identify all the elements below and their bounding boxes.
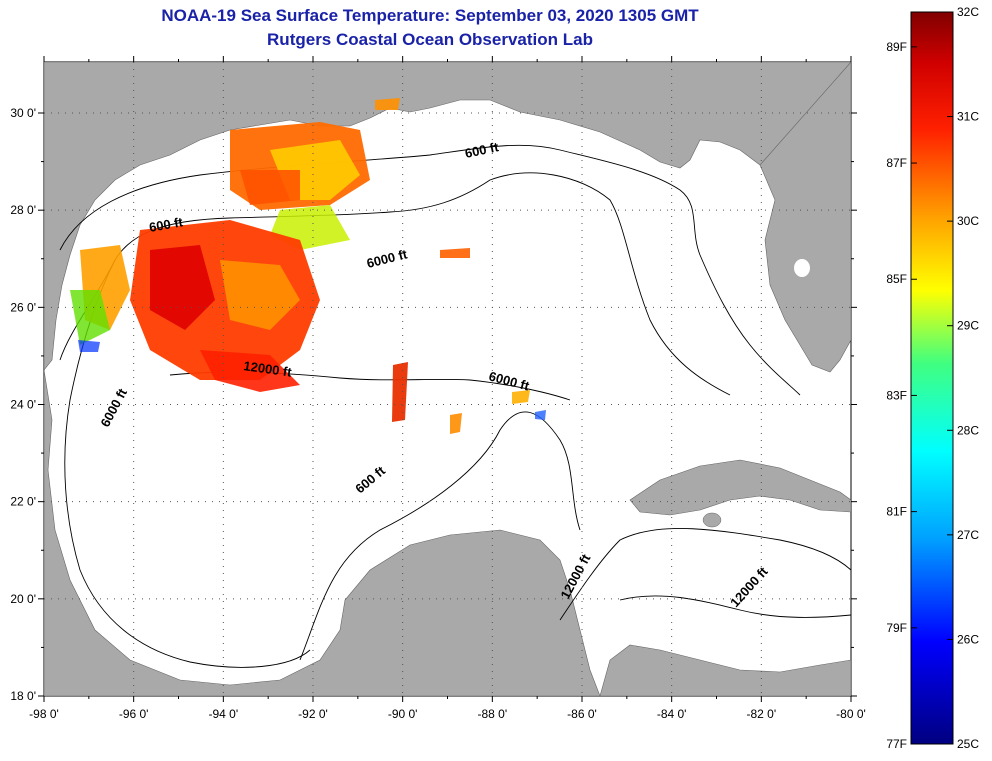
colorbar-celsius-label: 27C: [957, 528, 979, 542]
contour-6000ft: [59, 172, 731, 396]
colorbar-celsius-label: 30C: [957, 214, 979, 228]
colorbar-fahrenheit-label: 89F: [886, 40, 907, 54]
contour-6000ft-west: [64, 259, 311, 668]
lat-tick-label: 22 0': [10, 495, 36, 509]
contour-caribbean-ridge: [619, 595, 851, 618]
central-america-landmass: [599, 644, 851, 696]
lon-tick-label: -94 0': [209, 707, 239, 721]
longitude-axis: -98 0' -96 0' -94 0' -92 0' -90 0' -88 0' -86 …: [29, 56, 866, 721]
contour-600ft-north: [59, 144, 801, 396]
contour-label-600ft-west: 600 ft: [148, 214, 185, 235]
lat-tick-label: 24 0': [10, 398, 36, 412]
contour-600ft-yucatan: [299, 411, 581, 661]
sst-data-patches: [70, 98, 546, 434]
florida-peninsula: [759, 62, 851, 373]
colorbar-celsius-labels: 32C 31C 30C 29C 28C 27C 26C 25C: [947, 5, 979, 751]
lon-tick-label: -80 0': [836, 707, 866, 721]
lon-tick-label: -92 0': [298, 707, 328, 721]
latitude-axis: 30 0' 28 0' 26 0' 24 0' 22 0' 20 0' 18 0': [10, 106, 857, 703]
colorbar-fahrenheit-label: 85F: [886, 272, 907, 286]
lon-tick-label: -90 0': [388, 707, 418, 721]
colorbar-celsius-label: 32C: [957, 5, 979, 19]
lat-tick-label: 20 0': [10, 592, 36, 606]
colorbar-celsius-label: 26C: [957, 632, 979, 646]
contour-label-12000ft-central: 12000 ft: [243, 358, 294, 380]
map-subtitle: Rutgers Coastal Ocean Observation Lab: [267, 30, 593, 49]
contour-label-600ft-north: 600 ft: [464, 139, 501, 161]
graticule: [44, 62, 851, 696]
map-title: NOAA-19 Sea Surface Temperature: Septemb…: [161, 6, 699, 25]
lon-tick-label: -84 0': [657, 707, 687, 721]
lat-tick-label: 28 0': [10, 203, 36, 217]
colorbar: [910, 11, 954, 745]
lat-tick-label: 30 0': [10, 106, 36, 120]
lon-tick-label: -86 0': [567, 707, 597, 721]
lon-tick-label: -96 0': [119, 707, 149, 721]
lon-tick-label: -88 0': [478, 707, 508, 721]
colorbar-celsius-label: 29C: [957, 319, 979, 333]
lon-tick-label: -82 0': [747, 707, 777, 721]
colorbar-celsius-label: 25C: [957, 737, 979, 751]
lake-okeechobee: [794, 259, 810, 277]
colorbar-celsius-label: 31C: [957, 110, 979, 124]
lat-tick-label: 18 0': [10, 689, 36, 703]
isle-of-youth: [702, 512, 722, 528]
contour-12000ft-caribbean: [559, 528, 851, 621]
colorbar-fahrenheit-label: 77F: [886, 737, 907, 751]
lat-tick-label: 26 0': [10, 300, 36, 314]
colorbar-fahrenheit-label: 83F: [886, 388, 907, 402]
mexico-landmass: [44, 369, 601, 696]
colorbar-fahrenheit-labels: 89F 87F 85F 83F 81F 79F 77F: [886, 40, 917, 751]
lon-tick-label: -98 0': [29, 707, 59, 721]
cuba-island: [629, 459, 851, 516]
colorbar-fahrenheit-label: 81F: [886, 505, 907, 519]
colorbar-fahrenheit-label: 87F: [886, 156, 907, 170]
colorbar-fahrenheit-label: 79F: [886, 621, 907, 635]
colorbar-celsius-label: 28C: [957, 423, 979, 437]
